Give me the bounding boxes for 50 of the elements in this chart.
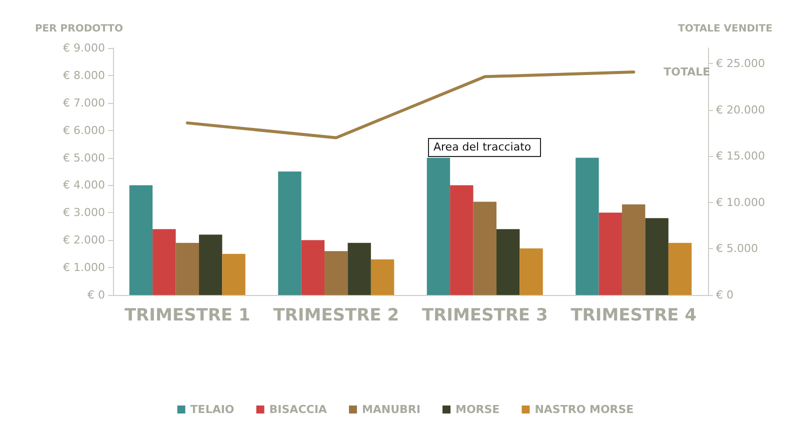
legend-label: MORSE bbox=[455, 403, 500, 416]
y-tick-label: € 9.000 bbox=[63, 42, 105, 54]
y-tick-label: € 8.000 bbox=[63, 68, 105, 82]
y-tick-label: € 2.000 bbox=[63, 234, 105, 247]
y2-tick-label: € 5.000 bbox=[716, 242, 758, 256]
y-tick-label: € 0 bbox=[88, 288, 105, 302]
x-tick-label: TRIMESTRE 1 bbox=[124, 306, 250, 326]
y-tick-label: € 7.000 bbox=[63, 96, 105, 110]
bar bbox=[176, 242, 199, 295]
legend-label: BISACCIA bbox=[269, 403, 328, 416]
bar bbox=[152, 229, 176, 295]
bar bbox=[622, 204, 646, 295]
legend-label: NASTRO MORSE bbox=[534, 403, 634, 416]
y2-tick-label: € 20.000 bbox=[716, 103, 765, 116]
bar bbox=[668, 242, 692, 295]
bar bbox=[222, 254, 246, 295]
bar bbox=[198, 234, 222, 295]
bar bbox=[301, 240, 325, 295]
bar bbox=[473, 202, 496, 295]
bar bbox=[520, 248, 543, 295]
y-tick-label: € 5.000 bbox=[63, 151, 105, 164]
y2-tick-label: € 25.000 bbox=[716, 57, 765, 70]
y-axis-title: PER PRODOTTO bbox=[34, 24, 123, 34]
bar bbox=[278, 172, 302, 295]
bar bbox=[348, 242, 371, 295]
y-tick-label: € 4.000 bbox=[63, 178, 105, 192]
legend-label: TELAIO bbox=[190, 403, 234, 416]
x-tick-label: TRIMESTRE 3 bbox=[422, 306, 548, 326]
line-series bbox=[186, 70, 636, 140]
annotation: Area del tracciato bbox=[434, 140, 532, 154]
x-tick-label: TRIMESTRE 2 bbox=[273, 306, 400, 326]
x-tick-label: TRIMESTRE 4 bbox=[570, 306, 697, 326]
y-tick-label: € 6.000 bbox=[63, 124, 105, 137]
y-tick-label: € 3.000 bbox=[63, 206, 105, 220]
bar bbox=[645, 218, 668, 295]
bar bbox=[496, 229, 520, 295]
legend-label: MANUBRI bbox=[362, 403, 420, 416]
bar bbox=[598, 212, 622, 295]
y2-tick-label: € 0 bbox=[716, 288, 734, 302]
text: TOTALE bbox=[664, 66, 710, 79]
y-tick-label: € 1.000 bbox=[63, 261, 105, 274]
bar bbox=[370, 259, 394, 295]
y2-tick-label: € 10.000 bbox=[716, 196, 765, 209]
bar bbox=[129, 185, 153, 295]
bar bbox=[324, 251, 348, 295]
bar bbox=[450, 185, 474, 295]
y2-axis-title: TOTALE VENDITE bbox=[678, 24, 773, 34]
bar bbox=[426, 158, 450, 295]
y2-tick-label: € 15.000 bbox=[716, 150, 765, 163]
bar bbox=[576, 158, 599, 295]
